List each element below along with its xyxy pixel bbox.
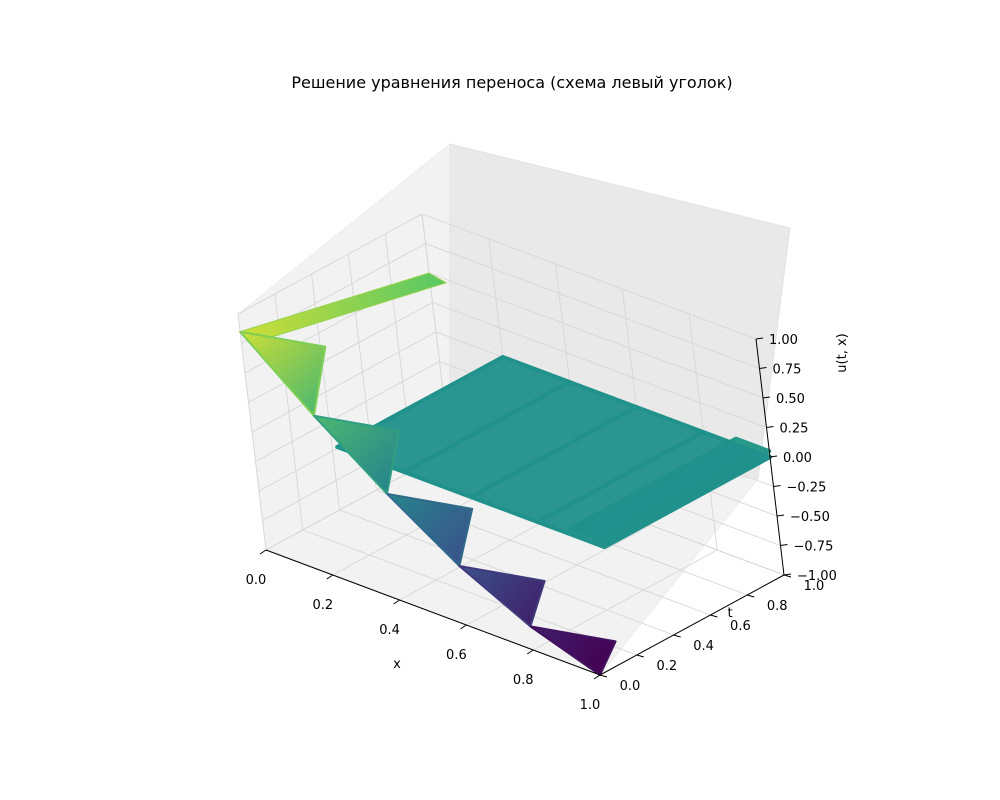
y-tick-label: 0.4 [693, 639, 714, 654]
data-surfaces [239, 272, 772, 676]
axes: 0.00.20.40.60.81.00.00.20.40.60.81.0−1.0… [246, 333, 837, 713]
z-tick-label: 0.00 [783, 451, 812, 466]
y-tick-mark [636, 654, 644, 658]
z-tick-label: −1.00 [797, 569, 837, 584]
x-axis-line [265, 549, 601, 676]
y-tick-mark [747, 594, 755, 598]
initial-wedge [312, 414, 401, 495]
y-tick-label: 0.6 [730, 619, 751, 634]
x-tick-label: 0.0 [246, 573, 267, 588]
x-tick-mark [593, 674, 601, 680]
x-tick-mark [526, 649, 534, 655]
z-tick-mark [776, 514, 785, 517]
y-tick-label: 0.0 [620, 679, 641, 694]
x-tick-mark [393, 599, 400, 605]
initial-wedge [239, 330, 327, 417]
y-tick-label: 0.2 [656, 659, 677, 674]
x-tick-label: 0.6 [446, 648, 467, 663]
grid-line [237, 213, 423, 315]
initial-wedge [458, 565, 546, 628]
z-tick-mark [755, 337, 764, 340]
x-tick-label: 1.0 [580, 698, 601, 713]
x-tick-label: 0.8 [513, 673, 534, 688]
z-tick-mark [780, 544, 788, 546]
z-axis-label: u(t, x) [835, 333, 850, 372]
z-tick-label: −0.75 [794, 540, 834, 555]
grid-line [339, 509, 674, 636]
z-tick-mark [783, 573, 792, 576]
y-tick-label: 0.8 [767, 599, 788, 614]
x-tick-mark [460, 624, 467, 630]
y-axis-label: t [727, 606, 732, 621]
grid-line [251, 331, 437, 433]
x-tick-mark [326, 574, 334, 580]
grid-line [466, 524, 651, 626]
y-tick-mark [599, 674, 608, 678]
x-tick-label: 0.2 [312, 598, 333, 613]
grid-line [302, 529, 637, 656]
grid-line [432, 302, 767, 428]
z-tick-label: −0.50 [790, 510, 830, 525]
chart-title: Решение уравнения переноса (схема левый … [291, 73, 732, 92]
x-axis-label: x [393, 657, 401, 672]
z-tick-mark [769, 455, 778, 458]
z-tick-label: 0.50 [776, 392, 805, 407]
z-tick-label: 0.25 [780, 422, 809, 437]
z-tick-mark [766, 426, 774, 428]
grid-line [248, 302, 433, 403]
grid-line [425, 243, 760, 369]
x-tick-mark [259, 549, 267, 555]
z-tick-label: −0.25 [787, 481, 827, 496]
y-tick-mark [673, 634, 681, 638]
y-tick-label: 1.0 [804, 579, 825, 594]
z-tick-label: 1.00 [769, 333, 798, 348]
z-tick-label: 0.75 [773, 363, 802, 378]
grid-line [428, 272, 764, 399]
initial-wedge [529, 625, 617, 676]
z-tick-mark [759, 367, 767, 369]
grid-line [421, 213, 757, 340]
z-tick-mark [773, 485, 781, 487]
x-tick-label: 0.4 [379, 623, 400, 638]
initial-wedge [386, 492, 474, 567]
y-tick-mark [710, 614, 718, 618]
z-tick-mark [762, 396, 771, 399]
y-axis-line [599, 574, 785, 676]
grid-line [255, 361, 440, 462]
